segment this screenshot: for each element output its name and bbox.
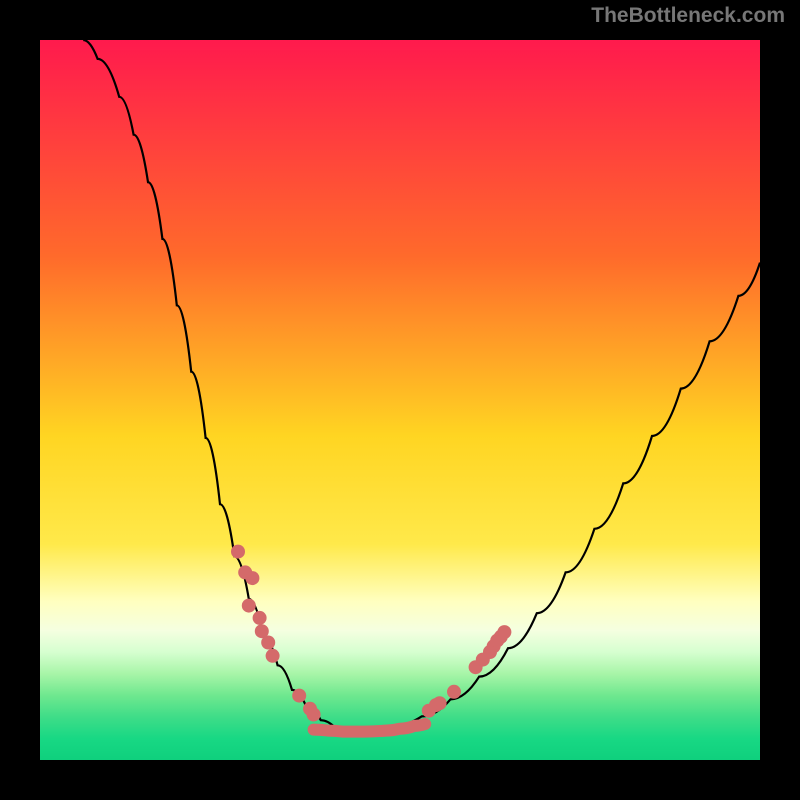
scatter-point bbox=[307, 708, 321, 722]
scatter-point bbox=[266, 649, 280, 663]
scatter-point bbox=[245, 571, 259, 585]
chart-plot-area bbox=[40, 40, 760, 760]
scatter-point bbox=[292, 689, 306, 703]
scatter-point bbox=[433, 696, 447, 710]
watermark-text: TheBottleneck.com bbox=[591, 4, 785, 28]
scatter-point bbox=[231, 545, 245, 559]
scatter-point bbox=[253, 611, 267, 625]
scatter-point bbox=[447, 685, 461, 699]
scatter-point bbox=[242, 599, 256, 613]
scatter-point bbox=[261, 636, 275, 650]
scatter-point bbox=[497, 625, 511, 639]
